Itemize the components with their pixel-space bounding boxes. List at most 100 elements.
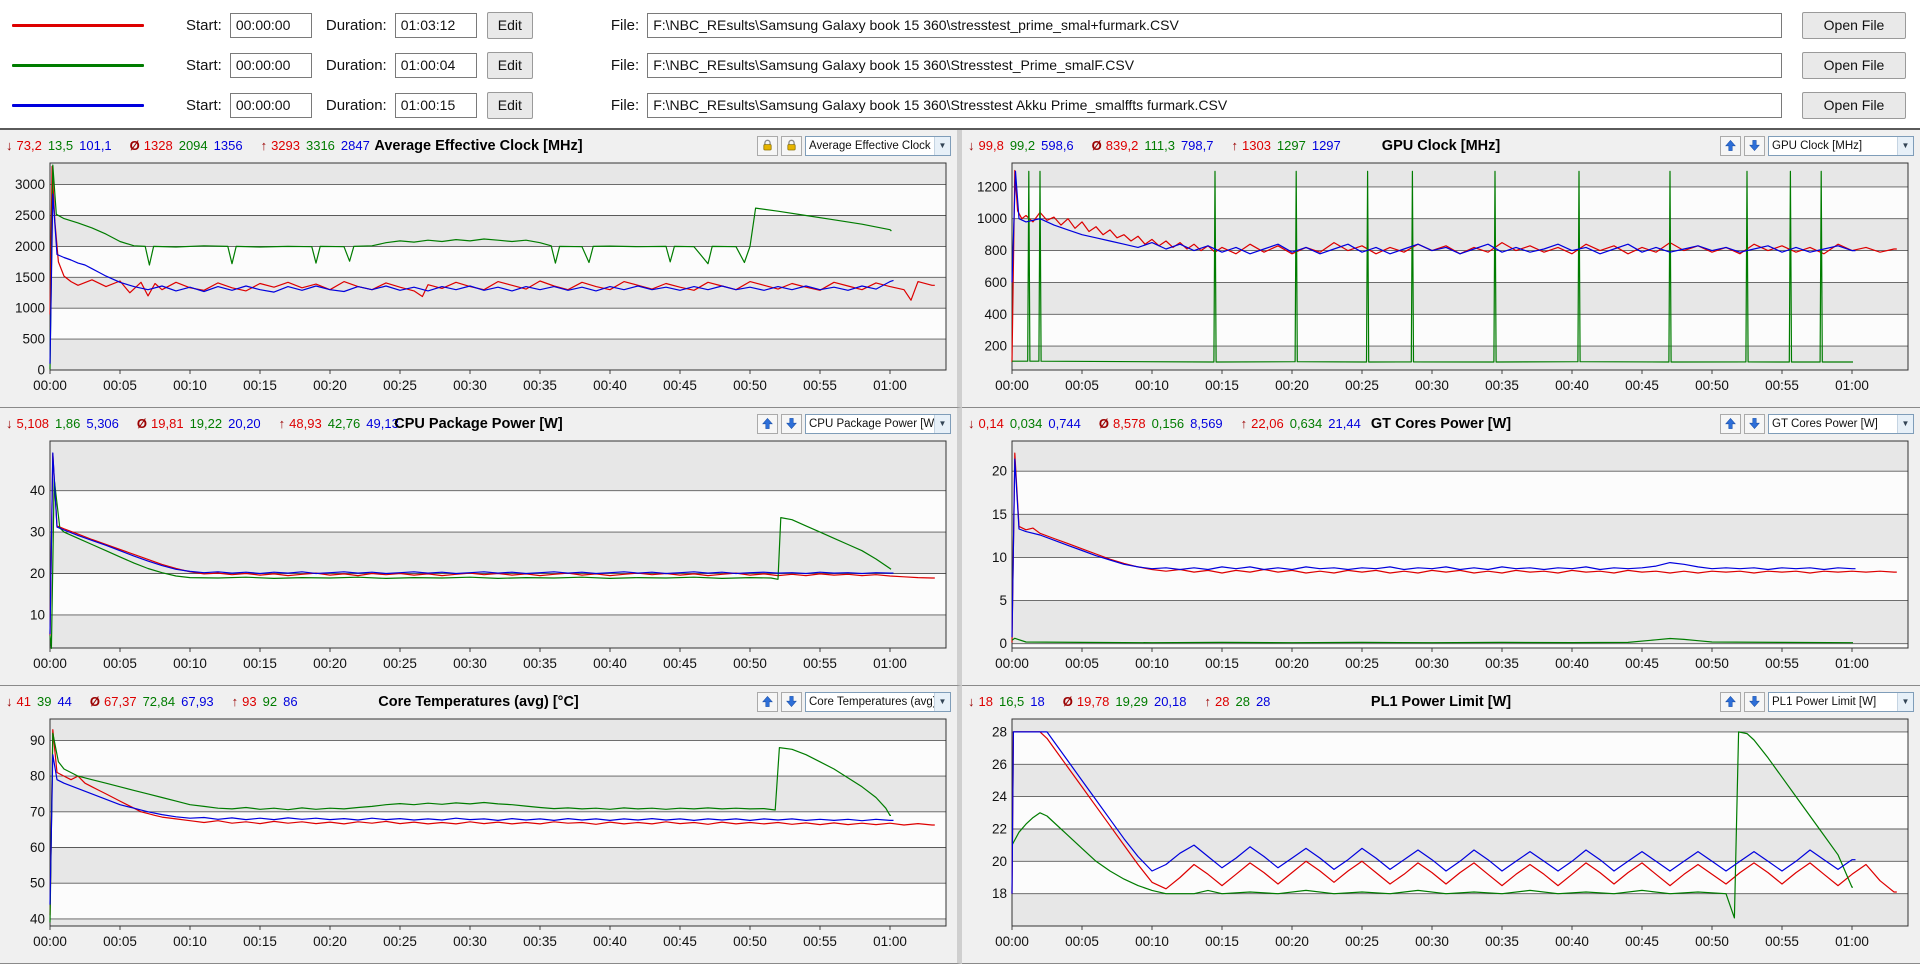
down-arrow-icon[interactable]	[1744, 691, 1765, 712]
svg-text:400: 400	[984, 307, 1007, 322]
metric-dropdown[interactable]: GT Cores Power [W] ▼	[1768, 413, 1914, 434]
svg-text:00:50: 00:50	[1695, 656, 1729, 671]
min-value: 18	[978, 694, 993, 709]
min-value: 18	[1030, 694, 1045, 709]
lock-icon[interactable]	[781, 135, 802, 156]
file-row: Start: Duration: Edit File: Open File	[12, 45, 1908, 85]
metric-dropdown[interactable]: CPU Package Power [W] ▼	[805, 413, 951, 434]
file-path-input[interactable]	[647, 52, 1782, 78]
chart-plot: 40 50 60 70 80 90 00:00 00:05 00:10 00:15 00:20 00:…	[30, 718, 947, 949]
min-value: 39	[36, 694, 52, 709]
down-arrow-icon[interactable]	[1744, 135, 1765, 156]
min-value: 16,5	[998, 694, 1025, 709]
avg-value: 20,18	[1153, 694, 1187, 709]
svg-text:1200: 1200	[977, 179, 1007, 194]
series-line-run1	[1011, 452, 1897, 643]
up-arrow-icon[interactable]	[757, 413, 778, 434]
svg-text:00:10: 00:10	[1135, 656, 1169, 671]
duration-input[interactable]	[394, 92, 477, 118]
up-arrow-icon[interactable]	[757, 691, 778, 712]
svg-text:00:40: 00:40	[593, 656, 627, 671]
file-row: Start: Duration: Edit File: Open File	[12, 5, 1908, 45]
down-arrow-icon[interactable]	[1744, 413, 1765, 434]
max-value: 2847	[340, 138, 370, 153]
lock-icon[interactable]	[757, 135, 778, 156]
min-value: 0,034	[1009, 416, 1043, 431]
series-color-swatch	[12, 23, 144, 27]
file-path-input[interactable]	[647, 12, 1782, 38]
avg-value: 19,81	[151, 416, 184, 431]
series-line-run2	[49, 478, 892, 649]
series-line-run3	[1011, 170, 1856, 283]
max-value: 3316	[305, 138, 335, 153]
up-arrow-icon[interactable]	[1720, 135, 1741, 156]
svg-text:00:20: 00:20	[1275, 378, 1309, 393]
min-value: 99,8	[978, 138, 1004, 153]
max-symbol: ↑	[231, 694, 239, 709]
edit-button[interactable]: Edit	[486, 91, 533, 119]
svg-text:00:30: 00:30	[453, 378, 487, 393]
avg-value: 19,22	[189, 416, 223, 431]
chevron-down-icon: ▼	[934, 136, 950, 155]
edit-button[interactable]: Edit	[486, 11, 533, 39]
metric-dropdown[interactable]: PL1 Power Limit [W] ▼	[1768, 691, 1914, 712]
min-value: 73,2	[16, 138, 42, 153]
duration-input[interactable]	[394, 12, 477, 38]
chart-plot: 200 400 600 800 1000 1200 00:00 00:05 00:10 00:15…	[977, 162, 1909, 393]
open-file-button[interactable]: Open File	[1802, 11, 1906, 39]
avg-value: 67,93	[181, 694, 214, 709]
metric-dropdown[interactable]: GPU Clock [MHz] ▼	[1768, 135, 1914, 156]
chart-title: GT Cores Power [W]	[1370, 415, 1512, 432]
up-arrow-icon[interactable]	[1720, 691, 1741, 712]
min-value: 0,14	[978, 416, 1004, 431]
svg-text:01:00: 01:00	[873, 378, 907, 393]
max-value: 1303	[1242, 138, 1271, 153]
svg-text:00:05: 00:05	[103, 656, 137, 671]
min-symbol: ↓	[968, 416, 975, 431]
avg-symbol: Ø	[1062, 694, 1073, 709]
svg-text:00:45: 00:45	[1625, 656, 1659, 671]
edit-button[interactable]: Edit	[486, 51, 533, 79]
open-file-button[interactable]: Open File	[1802, 51, 1906, 79]
svg-text:01:00: 01:00	[873, 656, 907, 671]
max-value: 49,13	[366, 416, 399, 431]
series-line-run3	[49, 452, 894, 635]
avg-value: 2094	[178, 138, 208, 153]
series-line-run1	[49, 453, 935, 636]
file-label: File:	[610, 96, 640, 114]
svg-text:00:20: 00:20	[313, 656, 347, 671]
svg-text:01:00: 01:00	[1835, 656, 1869, 671]
duration-input[interactable]	[394, 52, 477, 78]
svg-text:01:00: 01:00	[1835, 378, 1869, 393]
svg-text:00:50: 00:50	[733, 656, 767, 671]
start-time-input[interactable]	[229, 12, 312, 38]
svg-text:00:20: 00:20	[313, 378, 347, 393]
metric-dropdown[interactable]: Core Temperatures (avg) [°C] ▼	[805, 691, 951, 712]
avg-value: 111,3	[1144, 138, 1175, 153]
charts-grid: ↓ 73,2 13,5 101,1 Ø 1328 2094 1356 ↑ 3293 3316 2847…	[0, 130, 1920, 964]
start-time-input[interactable]	[229, 52, 312, 78]
svg-text:00:45: 00:45	[1625, 378, 1659, 393]
svg-text:00:15: 00:15	[1205, 934, 1239, 949]
svg-text:00:50: 00:50	[733, 934, 767, 949]
chart-stats: ↓ 0,14 0,034 0,744 Ø 8,578 0,156 8,569 ↑ 22,06 0,6…	[968, 416, 1367, 431]
metric-dropdown[interactable]: Average Effective Clock [MHz] ▼	[805, 135, 951, 156]
svg-text:20: 20	[992, 464, 1007, 479]
file-path-input[interactable]	[647, 92, 1782, 118]
avg-symbol: Ø	[136, 416, 148, 431]
start-time-input[interactable]	[229, 92, 312, 118]
open-file-button[interactable]: Open File	[1802, 91, 1906, 119]
avg-value: 8,578	[1113, 416, 1146, 431]
svg-text:00:35: 00:35	[523, 934, 557, 949]
avg-value: 8,569	[1190, 416, 1223, 431]
metric-dropdown-label: Core Temperatures (avg) [°C]	[809, 695, 934, 708]
down-arrow-icon[interactable]	[781, 691, 802, 712]
avg-value: 20,20	[228, 416, 261, 431]
series-line-run2	[49, 732, 891, 923]
up-arrow-icon[interactable]	[1720, 413, 1741, 434]
down-arrow-icon[interactable]	[781, 413, 802, 434]
svg-text:26: 26	[992, 757, 1007, 772]
chart-title: Core Temperatures (avg) [°C]	[378, 693, 579, 710]
series-line-run1	[1011, 731, 1897, 894]
series-line-run3	[49, 754, 894, 905]
